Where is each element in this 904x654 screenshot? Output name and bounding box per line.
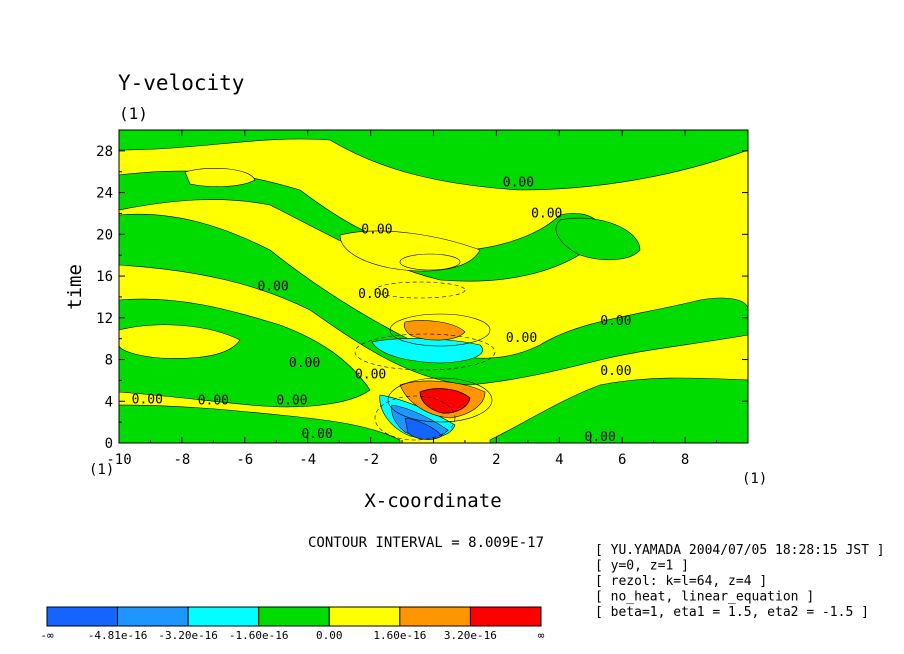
y-tick-label: 16 xyxy=(96,269,113,285)
contour-label: 0.00 xyxy=(600,364,631,379)
colorbar-label: 1.60e-16 xyxy=(373,629,426,642)
orange-lobe-upper xyxy=(403,320,466,341)
colorbar-label: 0.00 xyxy=(316,629,343,642)
y-tick-label: 12 xyxy=(96,311,113,327)
y-tick-label: 4 xyxy=(105,394,113,410)
contour-label: 0.00 xyxy=(531,207,562,222)
contour-label: 0.00 xyxy=(585,430,616,445)
info-line: [ beta=1, eta1 = 1.5, eta2 = -1.5 ] xyxy=(595,605,869,620)
x-tick-label: -10 xyxy=(106,452,131,468)
colorbar-label: ∞ xyxy=(538,629,545,642)
x-tick-label: 6 xyxy=(618,452,626,468)
y-axis-title: time xyxy=(64,264,86,310)
red-lobe-core xyxy=(419,388,471,414)
x-tick-label: 2 xyxy=(492,452,500,468)
yellow-island-left xyxy=(119,324,241,359)
colorbar-swatch xyxy=(469,606,542,627)
contour-label: 0.00 xyxy=(276,393,307,408)
x-axis: -10 -8 -6 -4 -2 0 2 4 6 8 xyxy=(106,130,718,468)
contour-label: 0.00 xyxy=(198,393,229,408)
cyan-lobe-upper xyxy=(371,338,483,364)
colorbar-label: -3.20e-16 xyxy=(158,629,218,642)
contour-label: 0.00 xyxy=(257,280,288,295)
x-tick-label: -6 xyxy=(236,452,253,468)
colorbar-swatch xyxy=(258,606,330,627)
contour-label: 0.00 xyxy=(355,367,386,382)
y-tick-label: 20 xyxy=(96,227,113,243)
contour-line-dashed xyxy=(374,395,456,441)
colorbar-swatch xyxy=(399,606,471,627)
contour-label: 0.00 xyxy=(600,314,631,329)
y-tick-label: 24 xyxy=(96,186,113,202)
contour-field xyxy=(119,130,748,443)
contour-label: 0.00 xyxy=(361,222,392,237)
yellow-island-upper xyxy=(339,230,481,272)
blue-lobe-core xyxy=(404,417,443,440)
colorbar-label: 3.20e-16 xyxy=(444,629,497,642)
contour-interval: CONTOUR INTERVAL = 8.009E-17 xyxy=(308,535,544,551)
colorbar-label: -∞ xyxy=(40,629,54,642)
y-tick-label: 8 xyxy=(105,353,113,369)
info-line: [ no_heat, linear_equation ] xyxy=(595,590,814,605)
colorbar-swatch xyxy=(328,606,401,627)
x-tick-label: -8 xyxy=(173,452,190,468)
x-tick-label: -2 xyxy=(362,452,379,468)
x-unit-right: (1) xyxy=(742,471,767,487)
x-tick-label: -4 xyxy=(299,452,316,468)
contour-line xyxy=(389,313,491,347)
contour-label: 0.00 xyxy=(503,175,534,190)
contour-labels: 0.00 0.00 0.00 0.00 0.00 0.00 0.00 0.00 0.00 0.00… xyxy=(132,175,632,445)
y-tick-label: 28 xyxy=(96,144,113,160)
chart-subtitle: (1) xyxy=(119,104,148,123)
x-tick-label: 0 xyxy=(429,452,437,468)
info-line: [ rezol: k=l=64, z=4 ] xyxy=(595,574,767,589)
green-region-bottom xyxy=(119,404,401,443)
green-region-mid-left xyxy=(119,213,748,386)
contour-line-dashed xyxy=(354,333,496,371)
colorbar-label: -4.81e-16 xyxy=(88,629,148,642)
green-region-right xyxy=(489,377,748,443)
contour-label: 0.00 xyxy=(132,392,163,407)
contour-line-dashed xyxy=(374,281,466,299)
colorbar-label: -1.60e-16 xyxy=(229,629,289,642)
y-tick-label: 0 xyxy=(105,436,113,452)
contour-line xyxy=(387,377,493,423)
info-line: [ YU.YAMADA 2004/07/05 18:28:15 JST ] xyxy=(595,543,885,558)
yellow-island-top-left xyxy=(184,167,256,187)
x-unit-left: (1) xyxy=(89,462,114,478)
x-tick-label: 8 xyxy=(681,452,689,468)
green-region-upper xyxy=(119,130,748,191)
contour-label: 0.00 xyxy=(358,287,389,302)
x-tick-label: 4 xyxy=(555,452,563,468)
chart-title: Y-velocity xyxy=(118,71,244,95)
green-region-upper-right xyxy=(555,217,641,261)
y-axis: 0 4 8 12 16 20 24 28 xyxy=(96,144,748,452)
colorbar: -∞ -4.81e-16 -3.20e-16 -1.60e-16 0.00 1.60e-1… xyxy=(40,606,545,642)
contour-label: 0.00 xyxy=(289,356,320,371)
info-line: [ y=0, z=1 ] xyxy=(595,559,689,574)
contour-label: 0.00 xyxy=(301,427,332,442)
colorbar-swatch xyxy=(46,606,119,627)
contour-label: 0.00 xyxy=(506,331,537,346)
colorbar-swatch xyxy=(117,606,189,627)
info-block: [ YU.YAMADA 2004/07/05 18:28:15 JST ][ y… xyxy=(595,543,885,620)
contour-line xyxy=(399,253,461,271)
x-axis-title: X-coordinate xyxy=(364,490,501,512)
colorbar-swatch xyxy=(187,606,260,627)
